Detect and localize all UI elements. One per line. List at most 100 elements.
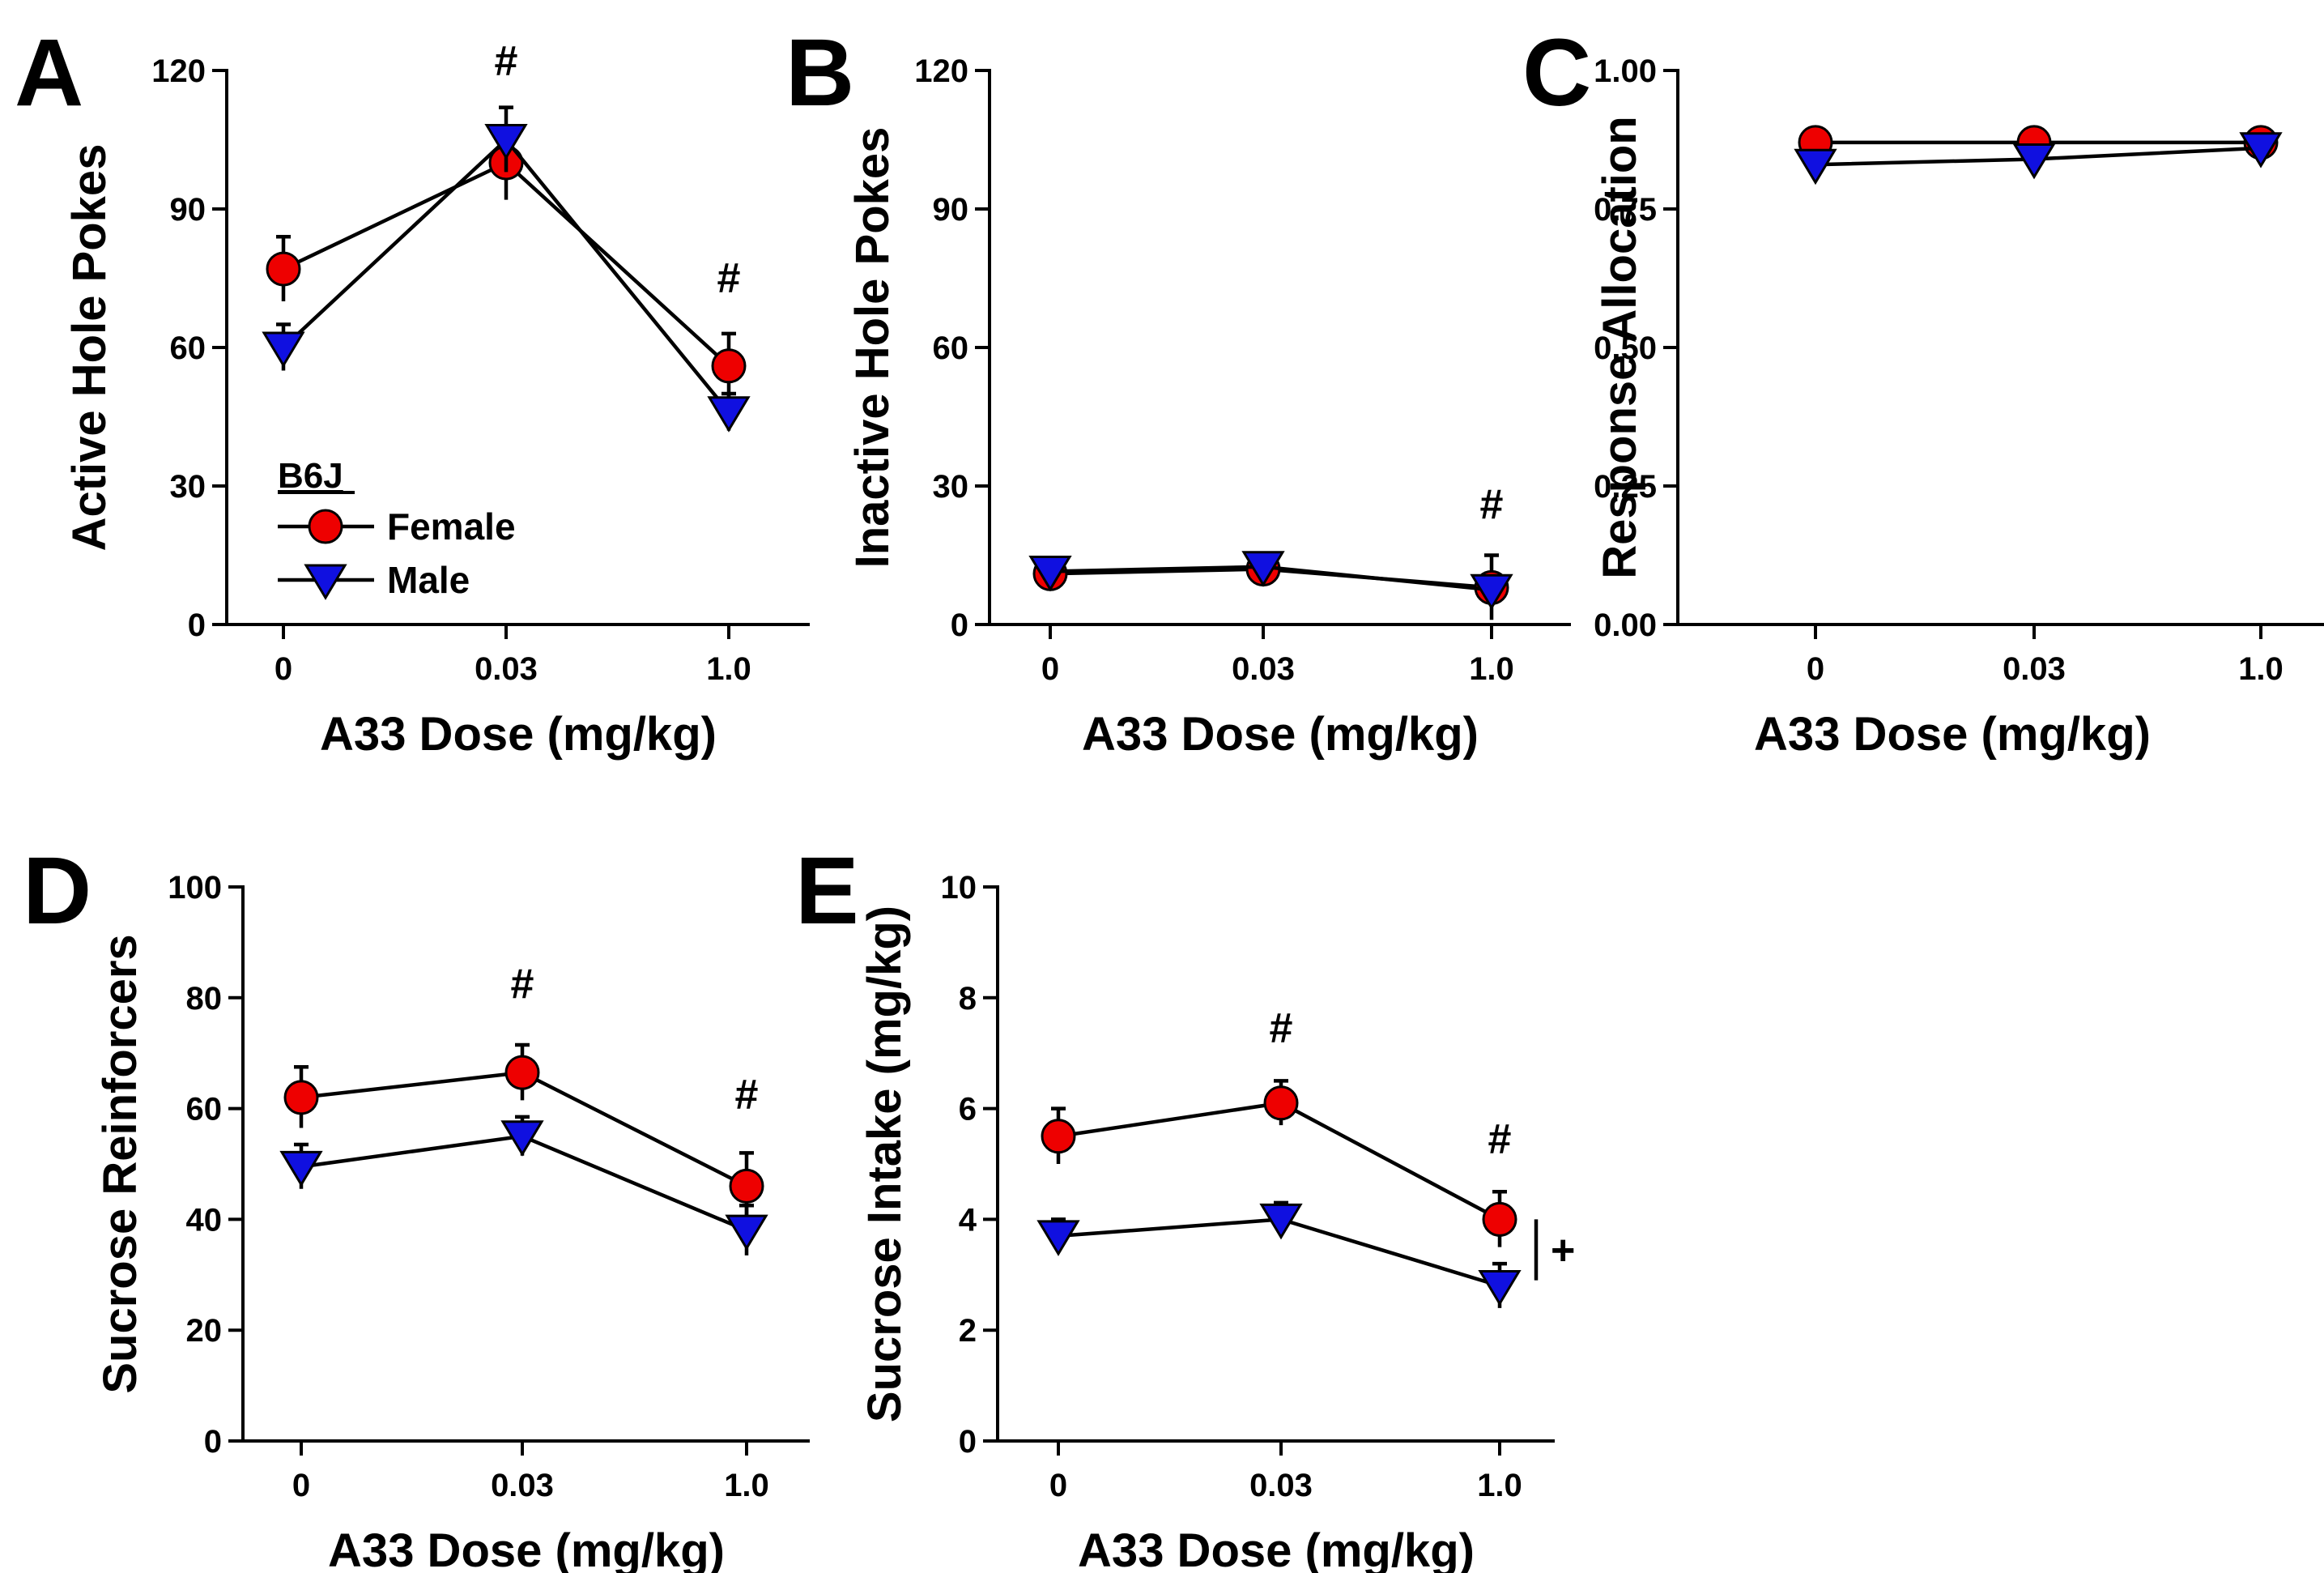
x-tick-label: 0.03 [475,651,538,687]
data-point-female [266,251,301,287]
x-axis-title: A33 Dose (mg/kg) [328,1524,725,1573]
x-tick-label: 1.0 [2238,651,2284,687]
x-tick-label: 0 [1041,651,1059,687]
legend-title: B6J [278,456,343,496]
y-tick-label: 0 [959,1424,977,1460]
series-female [1041,1079,1517,1247]
x-tick-label: 0 [1049,1468,1067,1503]
data-point-male [2012,143,2056,180]
series-male [1028,551,1513,611]
x-tick-label: 0.03 [491,1468,554,1503]
data-point-male [262,331,305,368]
x-axis-title: A33 Dose (mg/kg) [1754,708,2151,761]
x-axis-title: A33 Dose (mg/kg) [1078,1524,1475,1573]
panel-letter: E [795,838,859,944]
y-tick-label: 0.00 [1594,607,1657,643]
y-axis-title: Inactive Hole Pokes [846,127,899,569]
data-point-female [711,348,747,384]
x-tick-label: 0 [292,1468,310,1503]
y-axis-title: Response Allocation [1594,116,1646,579]
x-tick-label: 0 [275,651,292,687]
data-point-female [504,1055,540,1090]
panel-letter: B [785,19,854,126]
y-axis-title: Sucrose Reinforcers [94,934,147,1393]
series-male [1036,1200,1522,1308]
y-tick-label: 120 [914,53,968,89]
panel-b: B 0 30 60 90 120 0 0.03 1.0 A33 Dose (mg/kg) Inact… [785,19,1571,761]
data-point-male [1028,555,1072,592]
significance-marker: # [735,1072,759,1119]
series-male [262,105,751,433]
legend-marker-female [308,509,343,544]
panel-letter: D [23,838,92,944]
significance-marker: # [495,38,518,85]
legend-label: Female [387,505,516,548]
y-tick-label: 0.75 [1594,192,1657,228]
x-tick-label: 1.0 [1477,1468,1522,1503]
y-tick-label: 0.50 [1594,330,1657,366]
significance-marker: # [1480,481,1504,528]
series-male [279,1115,768,1255]
y-tick-label: 100 [168,870,222,906]
data-point-female [729,1168,764,1204]
data-point-female [283,1080,319,1115]
data-point-male [707,396,751,433]
y-axis-title: Sucrose Intake (mg/kg) [858,906,911,1422]
legend-marker-male [304,564,347,600]
data-point-male [725,1214,768,1251]
data-point-male [2239,132,2283,168]
significance-marker: # [511,961,534,1008]
x-tick-label: 0.03 [1232,651,1295,687]
legend: B6J Female Male [278,456,516,601]
panel-d: D 0 20 40 60 80 100 0 0.03 1.0 A33 Dose (mg/kg) Suc… [23,838,810,1573]
y-tick-label: 0 [204,1424,222,1460]
data-point-male [1259,1203,1303,1240]
x-tick-label: 1.0 [706,651,751,687]
data-point-female [1263,1085,1299,1121]
data-point-female [1041,1119,1076,1154]
x-tick-label: 1.0 [1469,651,1514,687]
y-tick-label: 4 [959,1202,977,1238]
y-tick-label: 60 [170,330,206,366]
x-axis-title: A33 Dose (mg/kg) [320,708,717,761]
data-point-male [1478,1269,1522,1307]
y-tick-label: 6 [959,1092,977,1128]
y-tick-label: 30 [933,469,969,505]
y-tick-label: 80 [186,981,223,1017]
y-tick-label: 0 [951,607,968,643]
y-tick-label: 30 [170,469,206,505]
data-point-male [1036,1220,1080,1256]
x-axis-title: A33 Dose (mg/kg) [1082,708,1479,761]
y-tick-label: 8 [959,981,977,1017]
y-tick-label: 0 [188,607,206,643]
y-tick-label: 90 [933,192,969,228]
series-female [283,1042,764,1220]
significance-marker: # [1488,1115,1512,1162]
x-tick-label: 0.03 [1249,1468,1313,1503]
data-point-male [500,1120,544,1157]
significance-marker: # [1270,1005,1293,1052]
data-point-male [279,1150,323,1187]
y-tick-label: 1.00 [1594,53,1657,89]
data-point-male [1241,551,1285,587]
y-tick-label: 90 [170,192,206,228]
data-point-male [1794,148,1837,185]
y-tick-label: 10 [941,870,977,906]
legend-label: Male [387,559,470,601]
y-tick-label: 2 [959,1313,977,1349]
y-tick-label: 120 [151,53,206,89]
significance-bracket-label: + [1551,1227,1575,1274]
data-point-male [1470,573,1513,611]
x-tick-label: 0 [1807,651,1824,687]
panel-a: A 0 30 60 90 120 0 0.03 1.0 A33 Dose (mg/kg) Activ… [15,19,810,761]
y-tick-label: 60 [933,330,969,366]
y-axis-title: Active Hole Pokes [63,144,116,552]
x-tick-label: 0.03 [2003,651,2066,687]
y-tick-label: 40 [186,1202,223,1238]
y-tick-label: 20 [186,1313,223,1349]
y-tick-label: 60 [186,1092,223,1128]
significance-marker: # [717,255,741,302]
panel-letter: A [15,19,83,126]
series-male [1794,132,2283,185]
